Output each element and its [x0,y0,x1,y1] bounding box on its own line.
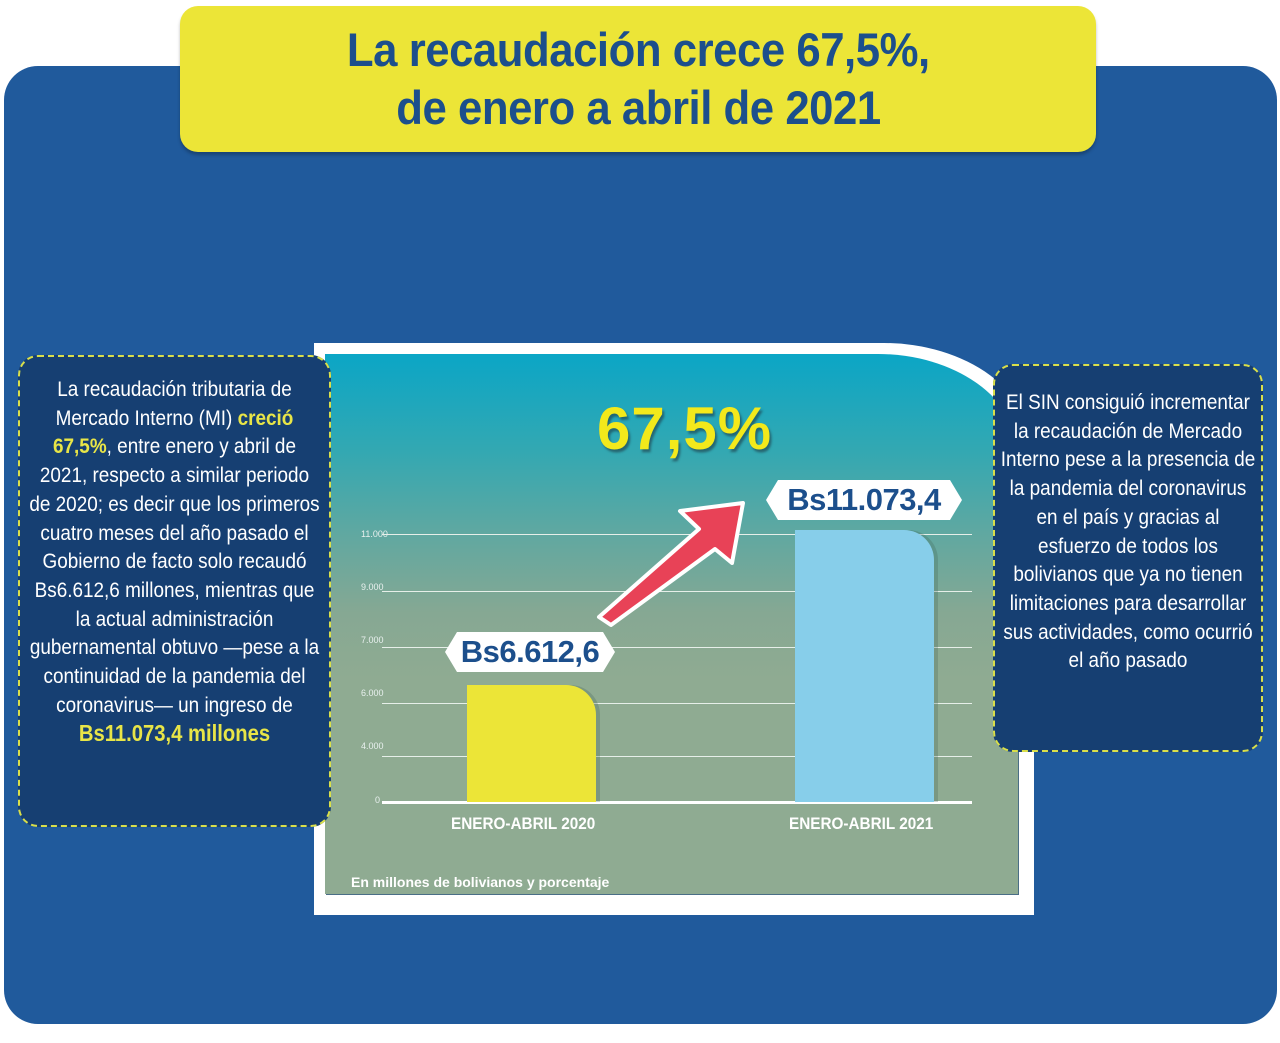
chart-footnote: En millones de bolivianos y porcentaje [351,874,610,890]
bar-2020 [467,685,596,802]
bar-chart: 67,5% 11.000 9.000 7.000 6.000 4.000 0 B… [325,354,1018,894]
right-info-box: El SIN consiguió incrementar la recaudac… [993,364,1263,752]
value-tag-2021: Bs11.073,4 [766,480,962,520]
y-tick-label: 0 [375,795,381,805]
left-text-part: , entre enero y abril de 2021, respecto … [29,434,320,717]
left-info-box: La recaudación tributaria de Mercado Int… [18,355,331,827]
gridline [382,591,972,592]
gridline [382,756,972,757]
x-label-2020: ENERO-ABRIL 2020 [451,814,596,833]
value-tag-2020: Bs6.612,6 [445,632,615,672]
y-tick-label: 9.000 [361,582,384,592]
right-info-text: El SIN consiguió incrementar la recaudac… [1000,390,1256,673]
growth-percentage: 67,5% [597,395,773,462]
x-axis-line [382,801,972,804]
y-tick-label: 7.000 [361,635,384,645]
bar-2021 [795,530,934,802]
left-text-part: La recaudación tributaria de Mercado Int… [55,377,292,430]
left-info-text: La recaudación tributaria de Mercado Int… [28,375,321,749]
chart-frame: 67,5% 11.000 9.000 7.000 6.000 4.000 0 B… [314,343,1034,915]
up-arrow-icon [597,501,745,627]
title-banner: La recaudación crece 67,5%, de enero a a… [180,6,1096,152]
highlight-growth: creció 67,5% [53,405,294,459]
y-tick-label: 6.000 [361,688,384,698]
y-tick-label: 4.000 [361,741,384,751]
x-label-2021: ENERO-ABRIL 2021 [789,814,934,833]
y-tick-label: 11.000 [361,529,388,539]
gridline [382,534,972,535]
gridline [382,703,972,704]
title-line-2: de enero a abril de 2021 [395,81,881,134]
title-line-1: La recaudación crece 67,5%, [346,23,930,76]
highlight-amount: Bs11.073,4 millones [78,720,271,747]
gridline [382,647,972,648]
